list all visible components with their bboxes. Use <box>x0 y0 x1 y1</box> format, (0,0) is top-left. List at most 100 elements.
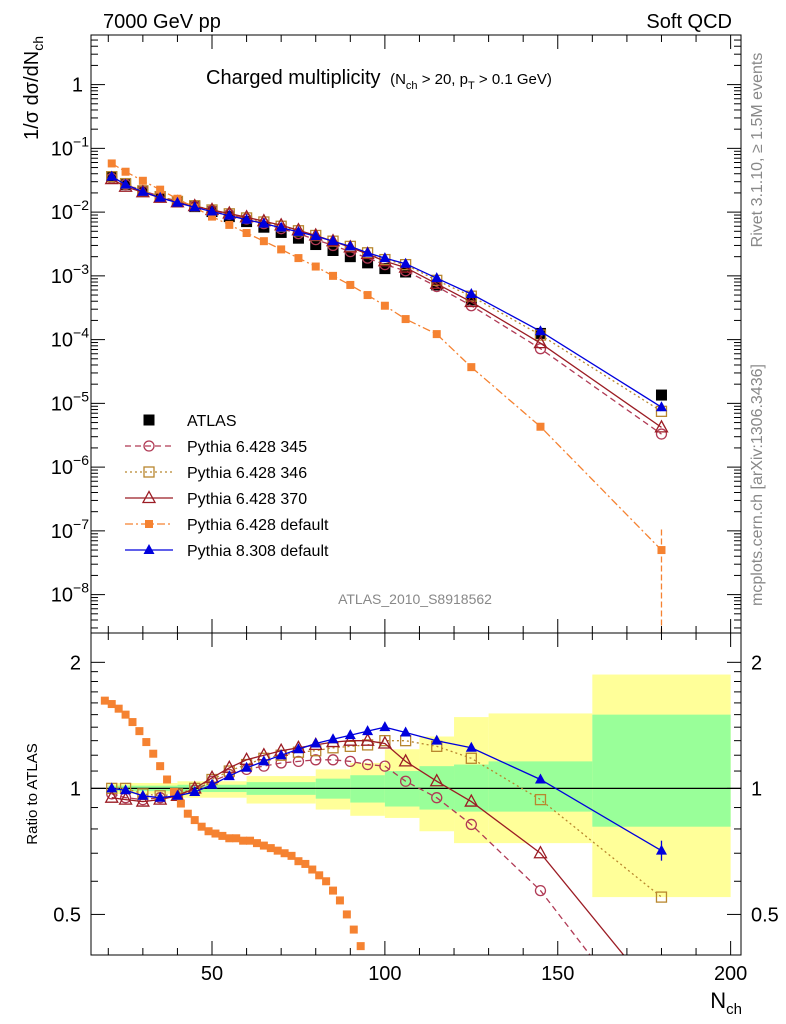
ratio-y-tick-label-right: 1 <box>751 778 762 800</box>
x-tick-label: 50 <box>201 963 223 985</box>
main-y-tick-base: 10 <box>51 585 73 607</box>
ratio-point-pythia-8-308-default <box>362 725 374 736</box>
legend-label: Pythia 6.428 default <box>187 517 329 534</box>
main-point-pythia-6-428-default <box>380 301 389 310</box>
ratio-point-pythia-6-428-default <box>169 788 178 797</box>
ratio-point-pythia-8-308-default <box>327 733 339 744</box>
ratio-point-pythia-6-428-default <box>252 839 261 848</box>
main-point-pythia-8-308-default <box>171 196 183 207</box>
main-point-pythia-6-428-default <box>311 262 320 271</box>
ratio-ticks: 0.5 0.5 1 1 2 2 50 100 150 200 <box>53 633 779 985</box>
ratio-point-pythia-8-308-default <box>258 755 270 766</box>
ratio-point-pythia-8-308-default <box>189 786 201 797</box>
legend: ATLAS Pythia 6.428 345 Pythia 6.428 346 Pyt… <box>125 413 329 560</box>
chart-title: Charged multiplicity (Nch > 20, pT > 0.1… <box>206 67 552 92</box>
ratio-point-pythia-6-428-default <box>315 871 324 880</box>
main-y-tick-exp: −5 <box>73 388 89 404</box>
ratio-point-pythia-6-428-346 <box>534 793 547 806</box>
main-y-axis-label: 1/σ dσ/dNch <box>21 36 46 140</box>
legend-marker <box>141 490 157 504</box>
ratio-point-pythia-6-428-default <box>156 762 165 771</box>
ratio-series-pythia-8-308-default <box>106 721 667 855</box>
ratio-band-bin-stat <box>592 714 731 827</box>
ratio-point-pythia-6-428-345 <box>344 755 356 768</box>
main-point-pythia-6-428-default <box>363 291 372 300</box>
main-series-pythia-8-308-default <box>106 170 667 412</box>
main-point-pythia-8-308-default <box>379 252 391 263</box>
main-point-pythia-6-428-default <box>138 176 147 185</box>
main-point-atlas <box>465 294 477 306</box>
ratio-point-pythia-6-428-default <box>322 877 331 886</box>
main-y-tick-base: 10 <box>51 330 73 352</box>
main-point-pythia-8-308-default <box>120 178 132 189</box>
main-point-pythia-6-428-default <box>121 167 130 176</box>
ratio-point-pythia-8-308-default <box>206 778 218 789</box>
main-point-pythia-8-308-default <box>106 170 118 181</box>
main-y-axis-label-sub: ch <box>30 36 46 51</box>
ratio-data-layer <box>91 674 741 955</box>
main-point-pythia-8-308-default <box>465 287 477 298</box>
ratio-point-pythia-6-428-default <box>163 775 172 784</box>
ratio-point-pythia-6-428-345 <box>399 775 412 787</box>
main-point-pythia-8-308-default <box>310 230 322 241</box>
main-y-tick-exp: −7 <box>73 516 89 532</box>
legend-entry-pythia-6-428-370: Pythia 6.428 370 <box>125 490 307 508</box>
main-point-pythia-6-428-default <box>156 185 165 194</box>
legend-marker <box>143 440 155 452</box>
legend-marker <box>143 466 155 478</box>
main-panel: 110−110−210−310−410−510−610−710−8 Charge… <box>21 34 742 634</box>
ratio-point-pythia-8-308-default <box>171 789 183 800</box>
main-point-pythia-8-308-default <box>534 325 546 336</box>
main-y-tick-label: 1 <box>72 75 83 97</box>
ratio-point-pythia-6-428-default <box>135 727 144 736</box>
legend-marker <box>145 520 153 528</box>
main-point-pythia-6-428-345 <box>655 428 668 440</box>
ratio-point-pythia-6-428-default <box>232 834 241 843</box>
main-point-pythia-6-428-370 <box>464 294 479 308</box>
ratio-point-pythia-6-428-345 <box>361 758 374 771</box>
ratio-point-pythia-8-308-default <box>431 734 443 745</box>
chart-title-sub-ch: ch <box>406 80 418 92</box>
main-point-pythia-6-428-default <box>277 245 286 254</box>
main-point-pythia-8-308-default <box>137 185 149 196</box>
ratio-point-pythia-6-428-345 <box>292 755 305 768</box>
ratio-point-pythia-6-428-default <box>197 822 206 831</box>
ratio-point-pythia-6-428-default <box>121 710 130 719</box>
ratio-point-pythia-6-428-370 <box>398 753 413 767</box>
chart-title-main: Charged multiplicity <box>206 67 381 89</box>
ratio-point-pythia-6-428-345 <box>379 760 391 772</box>
ratio-series-pythia-6-428-default <box>100 696 365 951</box>
legend-label: Pythia 8.308 default <box>187 543 329 560</box>
ratio-point-pythia-6-428-370 <box>429 773 444 787</box>
ratio-point-pythia-6-428-default <box>349 925 358 934</box>
chart-title-sub: (N <box>390 71 406 88</box>
ratio-point-pythia-6-428-default <box>329 886 338 895</box>
main-point-pythia-6-428-default <box>225 220 234 229</box>
legend-marker <box>143 544 155 554</box>
main-point-pythia-6-428-default <box>432 330 441 339</box>
main-point-pythia-6-428-default <box>242 229 251 238</box>
ratio-point-pythia-6-428-default <box>176 799 185 808</box>
main-point-pythia-8-308-default <box>431 272 443 283</box>
ratio-point-pythia-8-308-default <box>223 770 235 781</box>
ratio-point-pythia-6-428-default <box>308 865 317 874</box>
main-y-tick-exp: −6 <box>73 452 89 468</box>
main-y-tick-base: 10 <box>51 202 73 224</box>
main-point-atlas <box>379 263 391 275</box>
ratio-point-pythia-6-428-346 <box>655 891 668 903</box>
main-line-pythia-8-308-default <box>111 176 662 408</box>
ratio-point-pythia-6-428-345 <box>310 754 322 766</box>
ratio-point-pythia-6-428-default <box>280 849 289 858</box>
main-y-tick-label: 10−2 <box>51 197 89 224</box>
ratio-point-pythia-6-428-370 <box>464 793 479 807</box>
ratio-line-pythia-6-428-346 <box>111 740 662 898</box>
ratio-point-pythia-8-308-default <box>120 784 132 795</box>
ratio-point-pythia-6-428-default <box>356 942 365 951</box>
ratio-point-pythia-6-428-default <box>183 809 192 818</box>
ratio-point-pythia-6-428-default <box>100 696 109 705</box>
main-y-tick-base: 10 <box>51 393 73 415</box>
ratio-y-axis-label: Ratio to ATLAS <box>24 743 41 844</box>
legend-label: Pythia 6.428 370 <box>187 491 307 508</box>
main-point-pythia-8-308-default <box>189 201 201 212</box>
ratio-point-pythia-8-308-default <box>534 773 546 784</box>
